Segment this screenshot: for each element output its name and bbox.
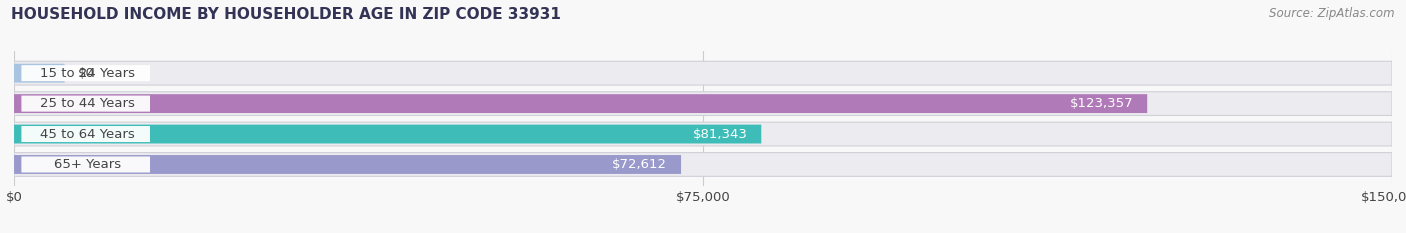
FancyBboxPatch shape bbox=[14, 125, 761, 144]
Text: $123,357: $123,357 bbox=[1070, 97, 1133, 110]
FancyBboxPatch shape bbox=[14, 61, 1392, 85]
FancyBboxPatch shape bbox=[14, 155, 681, 174]
FancyBboxPatch shape bbox=[14, 64, 65, 83]
FancyBboxPatch shape bbox=[14, 94, 1147, 113]
FancyBboxPatch shape bbox=[14, 122, 1392, 146]
Text: $0: $0 bbox=[79, 67, 96, 80]
FancyBboxPatch shape bbox=[21, 157, 150, 172]
FancyBboxPatch shape bbox=[21, 96, 150, 112]
Text: 15 to 24 Years: 15 to 24 Years bbox=[39, 67, 135, 80]
Text: HOUSEHOLD INCOME BY HOUSEHOLDER AGE IN ZIP CODE 33931: HOUSEHOLD INCOME BY HOUSEHOLDER AGE IN Z… bbox=[11, 7, 561, 22]
Text: 45 to 64 Years: 45 to 64 Years bbox=[41, 127, 135, 140]
FancyBboxPatch shape bbox=[14, 92, 1392, 116]
Text: 25 to 44 Years: 25 to 44 Years bbox=[41, 97, 135, 110]
FancyBboxPatch shape bbox=[21, 126, 150, 142]
Text: 65+ Years: 65+ Years bbox=[53, 158, 121, 171]
FancyBboxPatch shape bbox=[21, 65, 150, 81]
Text: $72,612: $72,612 bbox=[612, 158, 668, 171]
Text: $81,343: $81,343 bbox=[693, 127, 748, 140]
FancyBboxPatch shape bbox=[14, 153, 1392, 176]
Text: Source: ZipAtlas.com: Source: ZipAtlas.com bbox=[1270, 7, 1395, 20]
